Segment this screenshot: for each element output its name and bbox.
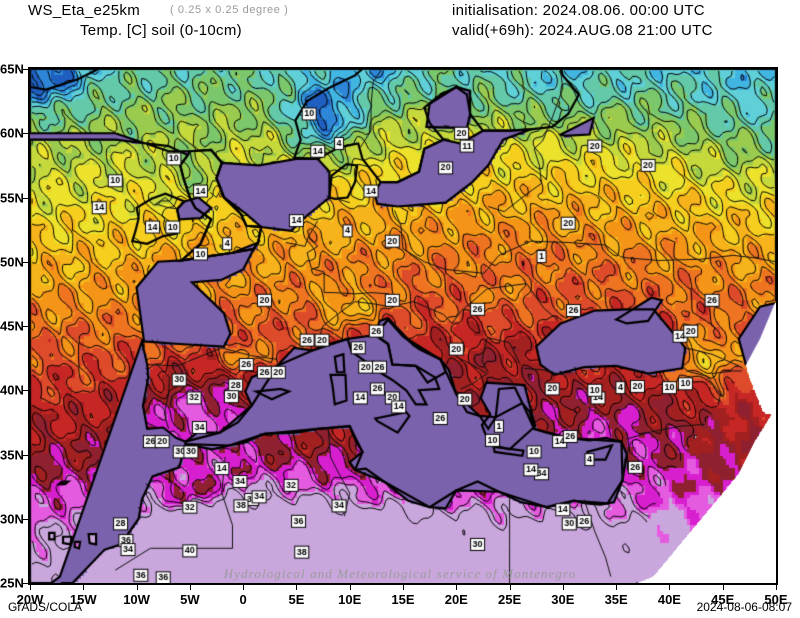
x-axis-tick [30,585,31,590]
y-axis-label: 65N [0,61,24,77]
y-axis-label: 50N [0,254,24,270]
x-axis-label: 5W [180,592,200,607]
x-axis-label: 10E [338,592,362,607]
x-axis-label: 15W [69,592,97,607]
y-axis-tick [23,518,28,520]
x-axis-label: 45E [711,592,735,607]
x-axis-tick [616,585,618,590]
x-axis-label: 20E [444,592,468,607]
x-axis-label: 25E [497,592,522,607]
temperature-heatmap-canvas [30,69,776,583]
x-axis-label: 10W [123,592,150,607]
x-axis-tick [136,585,138,590]
producer-label: GrADS/COLA [8,600,83,614]
x-axis-tick [669,585,671,590]
x-axis-tick [456,585,458,590]
y-axis-label: 30N [0,511,24,527]
valid-time-label: valid(+69h): 2024.AUG.08 21:00 UTC [452,22,713,39]
y-axis-tick [23,69,28,70]
initialisation-label: initialisation: 2024.08.06. 00:00 UTC [452,2,705,19]
x-axis-label: 35E [604,592,628,607]
y-axis-tick [23,454,28,456]
y-axis-label: 25N [0,575,24,591]
x-axis-tick [189,585,191,590]
map-plot-area[interactable] [28,67,778,585]
x-axis-label: 30E [551,592,575,607]
y-axis-tick [23,583,28,584]
x-axis-label: 15E [391,592,415,607]
x-axis-tick [296,585,298,590]
y-axis-tick [23,390,28,392]
x-axis-label: 0 [239,592,247,607]
model-resolution-label: ( 0.25 x 0.25 degree ) [170,4,289,16]
x-axis-tick [243,585,245,590]
model-name-label: WS_Eta_e25km [28,2,140,19]
x-axis-label: 50E [764,592,788,607]
x-axis-tick [349,585,351,590]
y-axis-label: 60N [0,125,24,141]
x-axis-tick [562,585,564,590]
x-axis-label: 5E [288,592,305,607]
variable-label: Temp. [C] soil (0-10cm) [80,22,242,39]
x-axis-tick [403,585,404,590]
y-axis-tick [23,133,28,135]
y-axis-label: 55N [0,190,24,205]
y-axis-label: 40N [0,382,24,398]
x-axis-tick [776,585,777,590]
x-axis-label: 40E [657,592,681,607]
y-axis-tick [23,326,28,327]
y-axis-label: 45N [0,318,24,334]
y-axis-tick [23,261,28,263]
y-axis-label: 35N [0,447,24,462]
timestamp-label: 2024-08-06-08:07 [696,600,792,614]
x-axis-label: 20W [16,592,44,607]
x-axis-tick [722,585,724,590]
x-axis-tick [509,585,511,590]
y-axis-tick [23,197,28,199]
x-axis-tick [83,585,85,590]
